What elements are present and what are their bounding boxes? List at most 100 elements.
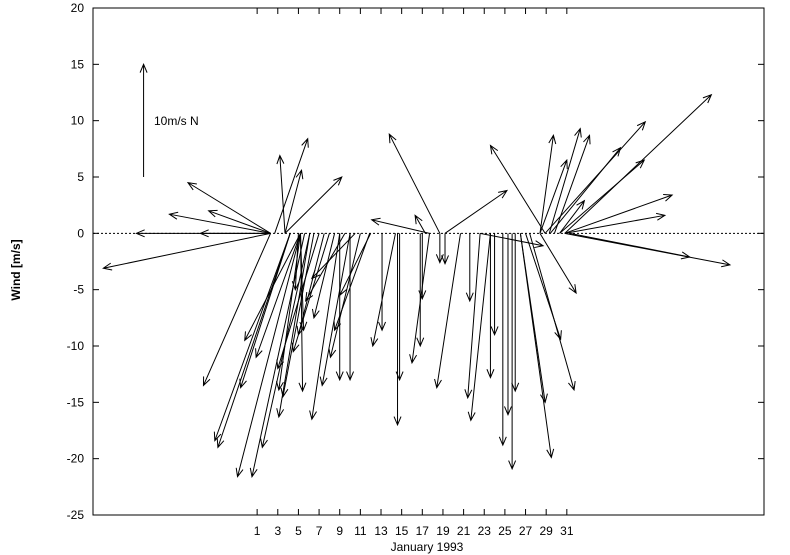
wind-arrow — [388, 133, 441, 234]
x-tick-label: 3 — [274, 524, 281, 538]
wind-arrow — [291, 233, 300, 291]
wind-arrow — [548, 127, 582, 234]
x-tick-label: 19 — [436, 524, 450, 538]
wind-arrow — [309, 233, 341, 421]
wind-arrow — [199, 229, 271, 238]
y-tick-label: 10 — [71, 114, 85, 128]
wind-arrow — [553, 134, 591, 234]
wind-arrow — [328, 233, 361, 359]
wind-arrow — [504, 233, 512, 417]
wind-arrow — [441, 233, 449, 266]
wind-arrow — [395, 233, 404, 382]
wind-arrow — [213, 233, 291, 442]
wind-arrow — [339, 233, 372, 297]
key-arrow — [139, 63, 148, 177]
wind-arrow — [564, 194, 674, 234]
wind-arrow — [414, 214, 426, 234]
wind-arrow — [102, 232, 271, 271]
wind-arrow — [284, 168, 304, 234]
x-tick-label: 5 — [295, 524, 302, 538]
wind-arrow — [486, 233, 495, 379]
wind-arrow — [370, 217, 430, 234]
x-tick-label: 7 — [316, 524, 323, 538]
wind-arrow — [564, 93, 713, 234]
y-tick-label: 20 — [71, 1, 85, 15]
wind-arrow — [305, 233, 346, 303]
wind-arrow — [539, 233, 577, 295]
x-tick-label: 27 — [519, 524, 533, 538]
x-tick-label: 21 — [457, 524, 471, 538]
wind-arrow — [393, 233, 402, 427]
wind-arrow — [529, 233, 576, 392]
wind-arrow — [239, 233, 291, 389]
x-tick-label: 25 — [498, 524, 512, 538]
x-tick-label: 31 — [560, 524, 574, 538]
wind-arrow — [235, 233, 301, 478]
wind-arrow — [276, 154, 286, 234]
y-axis-label: Wind [m/s] — [9, 239, 23, 300]
x-tick-label: 23 — [478, 524, 492, 538]
wind-arrow — [464, 233, 481, 400]
wind-arrow — [490, 233, 499, 337]
wind-arrow — [370, 233, 396, 348]
wind-arrow — [564, 212, 667, 234]
wind-arrow — [255, 233, 301, 359]
wind-arrow — [444, 189, 509, 234]
wind-arrow — [508, 233, 517, 471]
wind-arrow — [418, 233, 427, 300]
wind-arrow — [378, 233, 387, 332]
y-tick-label: 15 — [71, 57, 85, 71]
wind-arrow — [525, 233, 562, 341]
key-arrow-label: 10m/s N — [154, 114, 199, 128]
wind-arrow — [434, 233, 461, 389]
wind-arrow — [276, 233, 320, 370]
wind-arrow — [539, 134, 557, 234]
wind-arrow — [202, 233, 272, 387]
wind-arrow — [207, 209, 271, 234]
wind-arrow — [480, 232, 545, 249]
x-tick-label: 29 — [540, 524, 554, 538]
y-tick-label: -25 — [67, 508, 85, 522]
wind-arrow — [489, 144, 546, 234]
wind-arrow — [335, 233, 344, 382]
x-axis-label: January 1993 — [391, 540, 464, 554]
wind-arrow — [346, 233, 355, 382]
wind-arrow — [559, 159, 646, 234]
wind-arrow — [310, 232, 356, 280]
wind-arrow — [311, 233, 336, 320]
x-tick-label: 17 — [416, 524, 430, 538]
wind-arrow — [168, 211, 271, 234]
wind-arrow — [416, 233, 425, 348]
y-tick-label: 5 — [77, 170, 84, 184]
x-tick-label: 13 — [374, 524, 388, 538]
wind-arrow — [280, 233, 315, 398]
x-tick-label: 1 — [254, 524, 261, 538]
y-tick-label: -10 — [67, 339, 85, 353]
wind-arrow — [319, 233, 351, 387]
wind-arrow — [409, 233, 431, 365]
x-tick-label: 15 — [395, 524, 409, 538]
wind-arrow — [511, 233, 520, 393]
y-tick-label: -15 — [67, 395, 85, 409]
wind-arrow — [296, 233, 325, 336]
wind-arrow — [186, 181, 271, 234]
wind-arrow — [465, 233, 474, 303]
wind-arrow — [284, 176, 343, 234]
wind-arrow — [333, 233, 371, 332]
wind-arrow — [216, 233, 291, 449]
wind-arrow — [467, 233, 491, 422]
wind-arrow — [519, 233, 555, 459]
wind-arrow — [559, 199, 586, 234]
wind-arrow — [564, 232, 732, 268]
x-tick-label: 9 — [336, 524, 343, 538]
wind-arrow — [569, 232, 691, 260]
x-tick-label: 11 — [354, 524, 367, 538]
wind-arrow — [274, 137, 309, 234]
y-tick-label: -20 — [67, 452, 85, 466]
wind-arrow — [276, 233, 311, 419]
y-tick-label: 0 — [77, 226, 84, 240]
wind-arrow — [539, 158, 568, 234]
wind-arrow — [498, 233, 507, 447]
y-tick-label: -5 — [73, 283, 84, 297]
